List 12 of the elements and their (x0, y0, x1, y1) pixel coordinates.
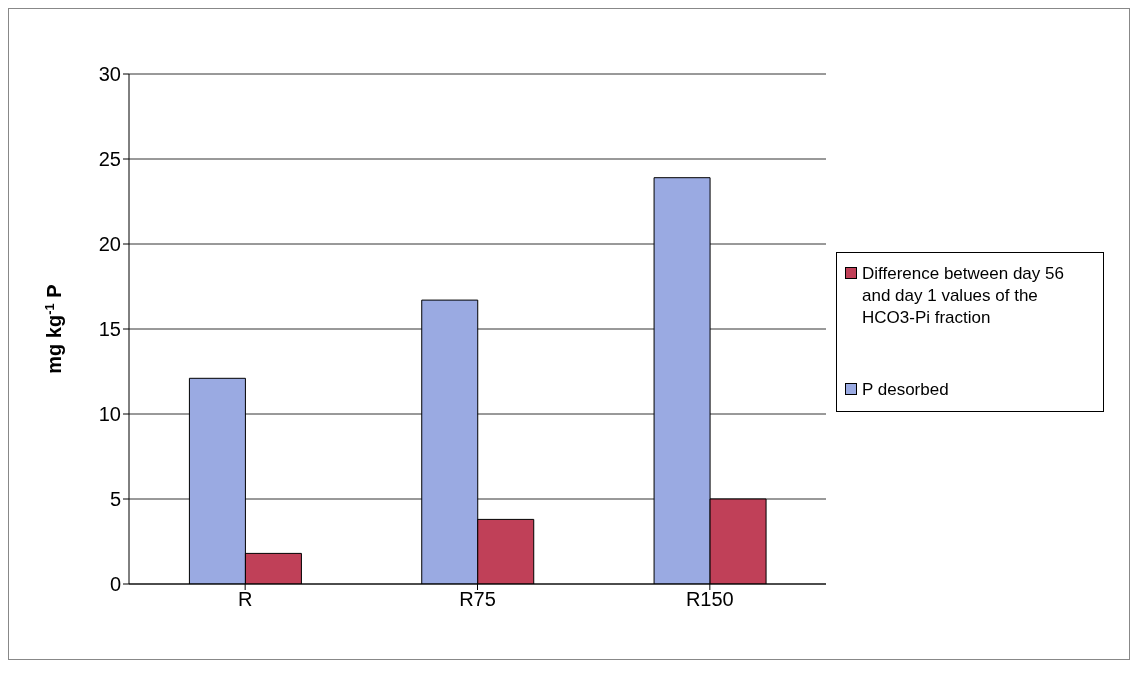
legend-label: P desorbed (862, 378, 949, 401)
x-tick-label: R150 (685, 588, 734, 611)
legend-label: Difference between day 56 and day 1 values of the HCO3-Pi fraction (862, 262, 1065, 329)
y-tick-label: 15 (98, 318, 121, 341)
x-tick-label: R (237, 588, 253, 611)
y-tick-label: 5 (109, 488, 121, 511)
y-tick-label: 25 (98, 148, 121, 171)
y-tick-label: 20 (98, 233, 121, 256)
x-tick-label: R75 (459, 588, 496, 611)
y-tick-label: 10 (98, 403, 121, 426)
y-tick-label: 0 (109, 573, 121, 596)
y-tick-label: 30 (98, 63, 121, 86)
